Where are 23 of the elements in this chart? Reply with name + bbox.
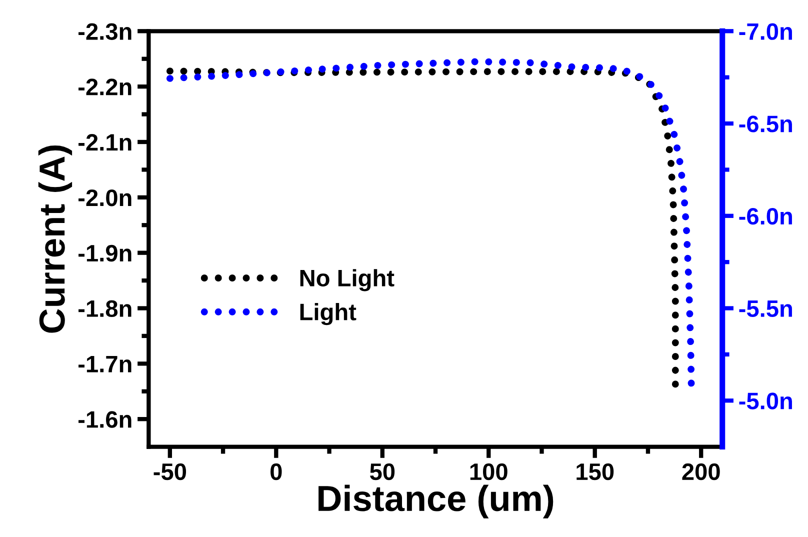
x-tick-label: 150 [576,463,614,480]
x-axis-title: Distance (um) [318,484,554,518]
y2-tick-label: -6.0n [739,208,792,225]
y-tick-label: -2.3n [78,23,132,40]
x-tick-label: 0 [270,463,282,480]
legend-label: No Light [300,269,394,292]
y2-tick-label: -5.5n [739,300,792,318]
y-tick-label: -1.8n [78,300,132,318]
y-tick-label: -1.6n [78,411,132,428]
y-axis-title: Current (A) [38,145,72,333]
x-tick-label: -50 [154,463,186,480]
y-tick-label: -1.9n [78,244,132,262]
x-tick-label: 200 [682,463,720,480]
y2-tick-label: -6.5n [739,116,792,132]
y-tick-label: -2.1n [78,134,132,151]
y2-tick-label: -5.0n [739,392,792,410]
y-tick-label: -1.7n [78,356,132,372]
y-tick-label: -2.2n [78,78,132,96]
x-tick-label: 100 [470,463,508,480]
legend-label: Light [300,303,356,326]
x-tick-label: 50 [370,463,395,480]
y2-tick-label: -7.0n [739,23,792,40]
y-tick-label: -2.0n [78,189,132,206]
